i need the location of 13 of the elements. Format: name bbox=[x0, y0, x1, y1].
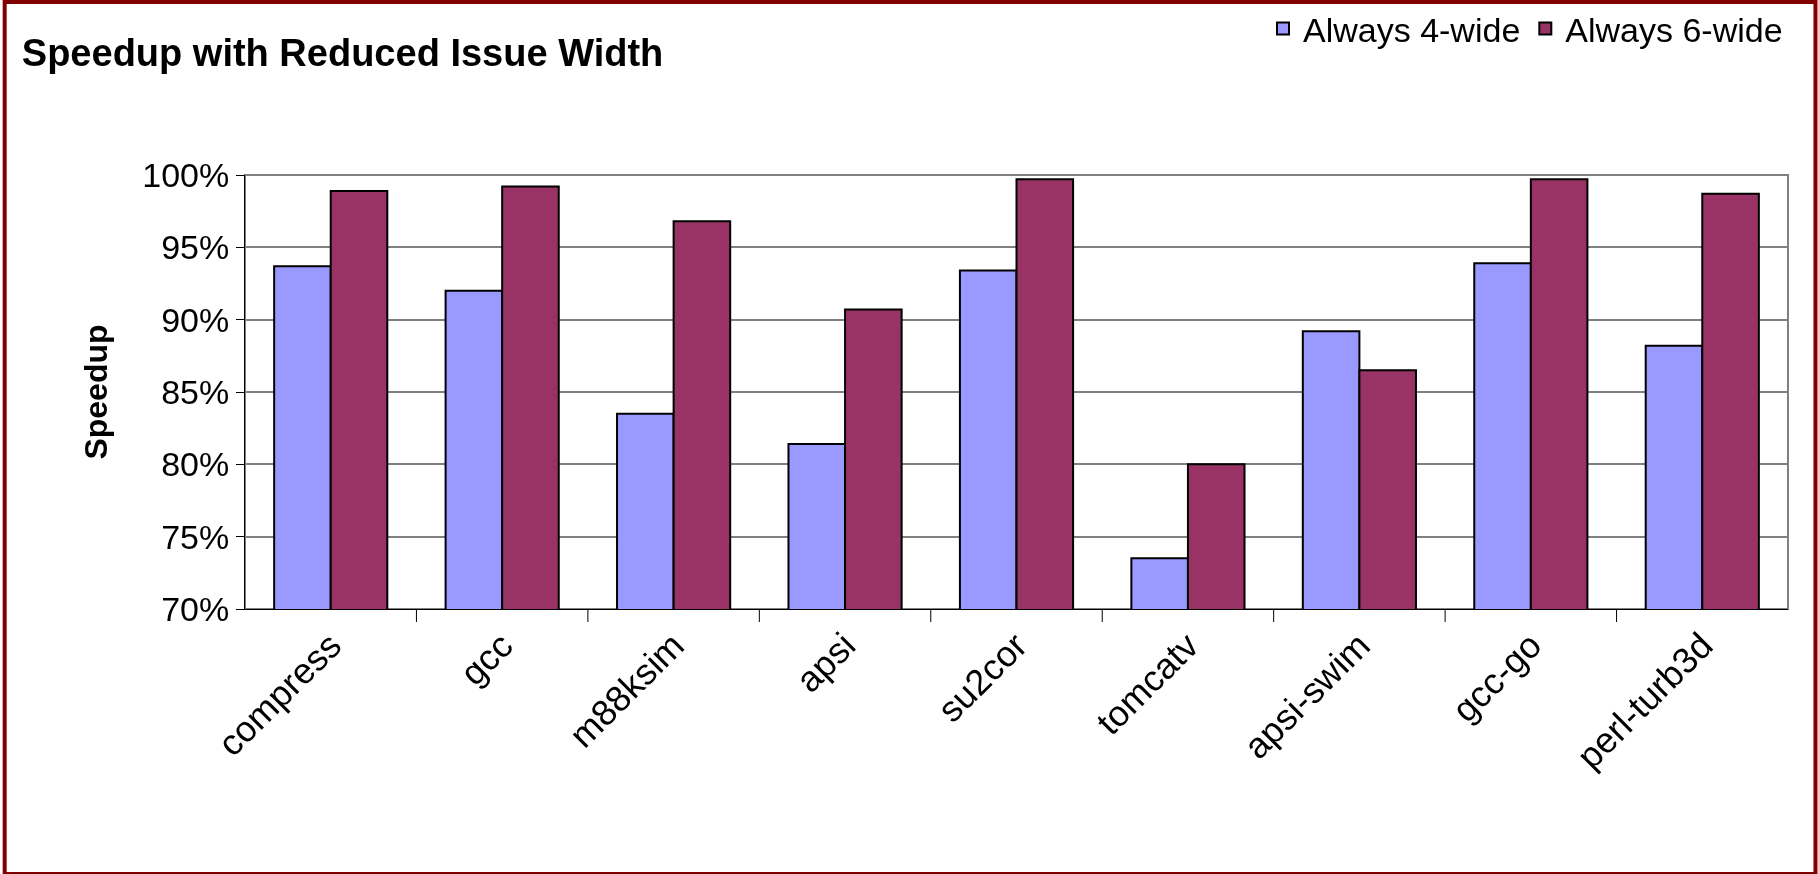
y-tick-label: 70% bbox=[161, 589, 230, 628]
y-axis-title: Speedup bbox=[77, 324, 114, 460]
y-tick-label: 90% bbox=[161, 300, 230, 339]
legend-label: Always 6-wide bbox=[1565, 10, 1783, 49]
x-tick-label: apsi bbox=[787, 624, 864, 701]
y-tick-label: 80% bbox=[161, 445, 230, 484]
y-tick-label: 95% bbox=[161, 228, 230, 267]
chart-title: Speedup with Reduced Issue Width bbox=[21, 31, 664, 74]
y-tick-label: 75% bbox=[161, 517, 230, 556]
y-tick-label: 85% bbox=[161, 372, 230, 411]
x-tick-label: gcc bbox=[451, 624, 521, 694]
y-tick-label: 100% bbox=[142, 155, 230, 194]
legend-label: Always 4-wide bbox=[1303, 10, 1521, 49]
